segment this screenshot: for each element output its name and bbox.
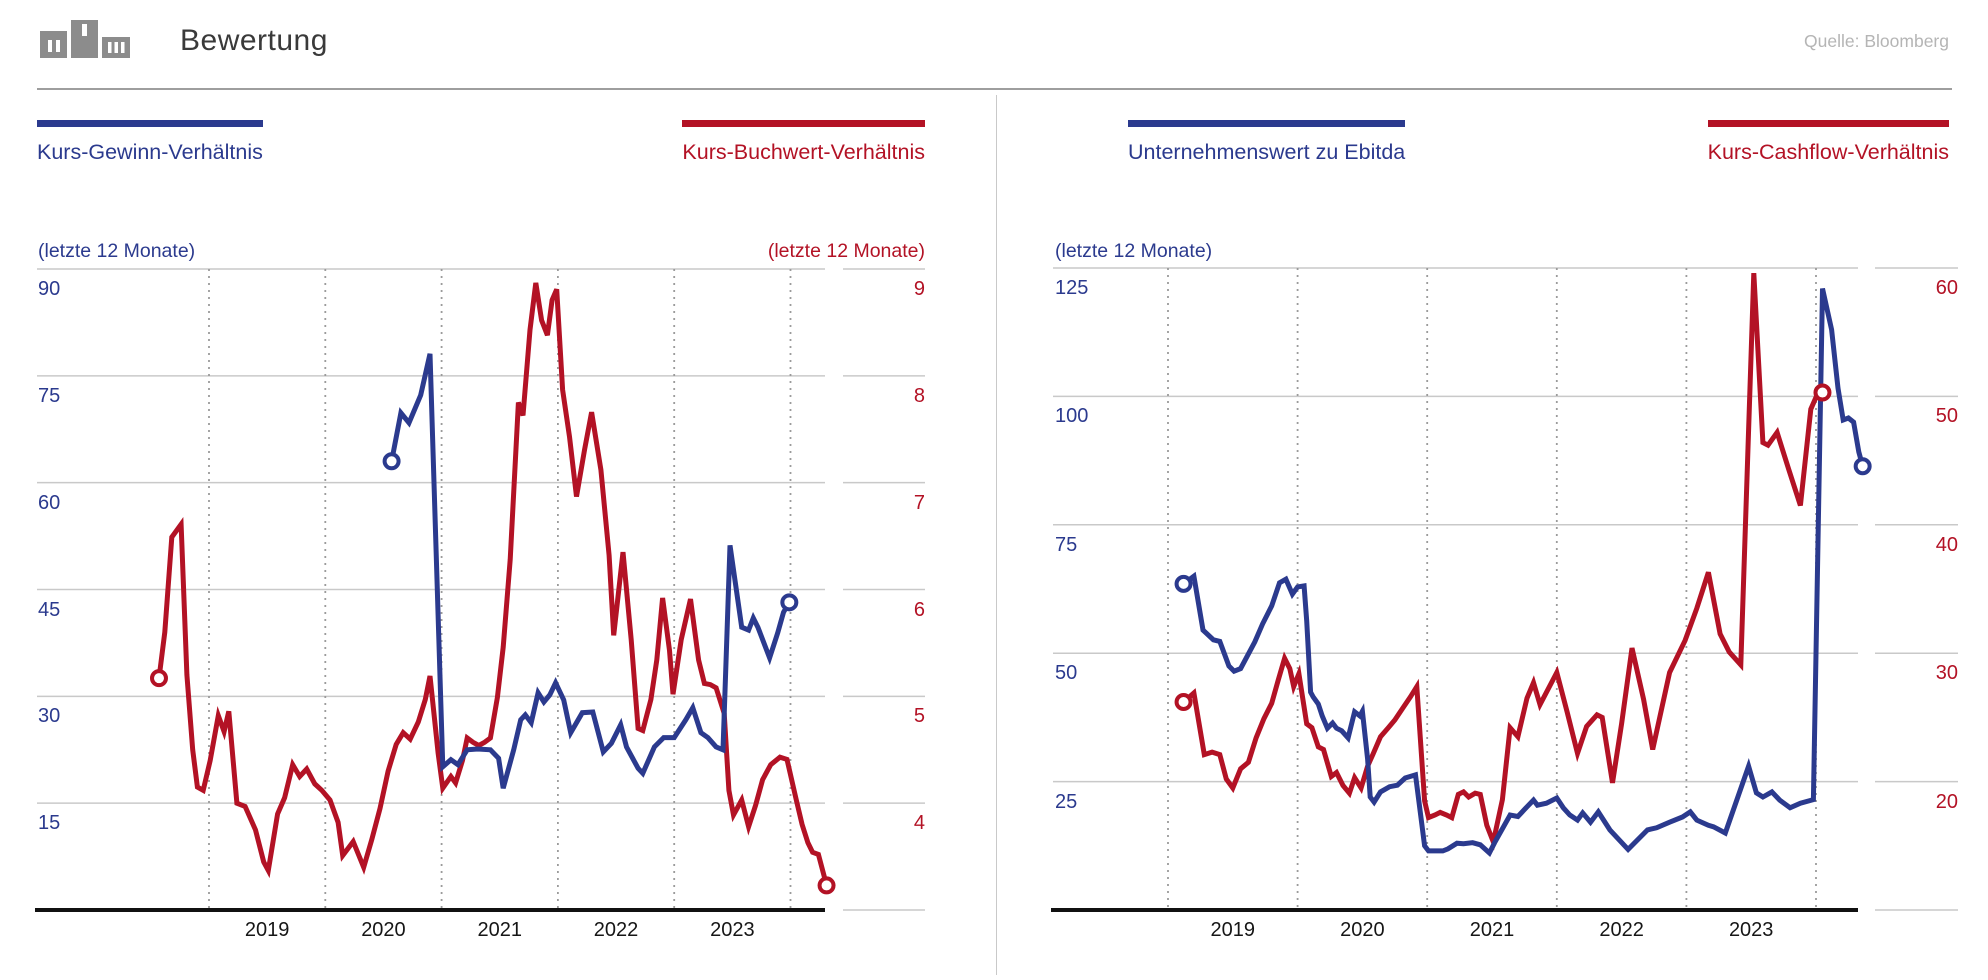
series-endpoint-marker — [817, 876, 836, 895]
panel-divider — [996, 95, 997, 975]
series-blue-line — [1181, 287, 1866, 858]
legend-label: Kurs-Cashflow-Verhältnis — [1707, 140, 1949, 164]
series-endpoint-marker — [1813, 383, 1832, 402]
axis-subtitle-left-blue: (letzte 12 Monate) — [38, 240, 196, 262]
series-endpoint-marker — [780, 593, 799, 612]
axis-subtitle-right-blue: (letzte 12 Monate) — [1055, 240, 1213, 262]
legend-label: Unternehmenswert zu Ebitda — [1128, 140, 1406, 164]
series-blue-line — [389, 353, 792, 789]
series-red-line — [1181, 272, 1825, 851]
legend-label: Kurs-Gewinn-Verhältnis — [37, 140, 263, 164]
legend-kurs-cashflow-verhaeltnis: Kurs-Cashflow-Verhältnis — [1707, 120, 1949, 165]
axis-subtitle-left-red: (letzte 12 Monate) — [767, 240, 925, 262]
series-endpoint-marker — [1853, 457, 1872, 476]
series-endpoint-marker — [1174, 692, 1193, 711]
series-endpoint-marker — [149, 669, 168, 688]
header-rule — [37, 88, 1952, 90]
series-endpoint-marker — [1174, 574, 1193, 593]
series-endpoint-marker — [382, 452, 401, 471]
legend-kurs-buchwert-verhaeltnis: Kurs-Buchwert-Verhältnis — [682, 120, 925, 165]
page-title: Bewertung — [180, 24, 328, 57]
legend-unternehmenswert-zu-ebitda: Unternehmenswert zu Ebitda — [1128, 120, 1406, 165]
series-red-line — [156, 282, 830, 888]
legend-label: Kurs-Buchwert-Verhältnis — [682, 140, 925, 164]
legend-kurs-gewinn-verhaeltnis: Kurs-Gewinn-Verhältnis — [37, 120, 263, 165]
buildings-logo-icon — [40, 20, 140, 63]
source-credit: Quelle: Bloomberg — [1804, 31, 1949, 51]
